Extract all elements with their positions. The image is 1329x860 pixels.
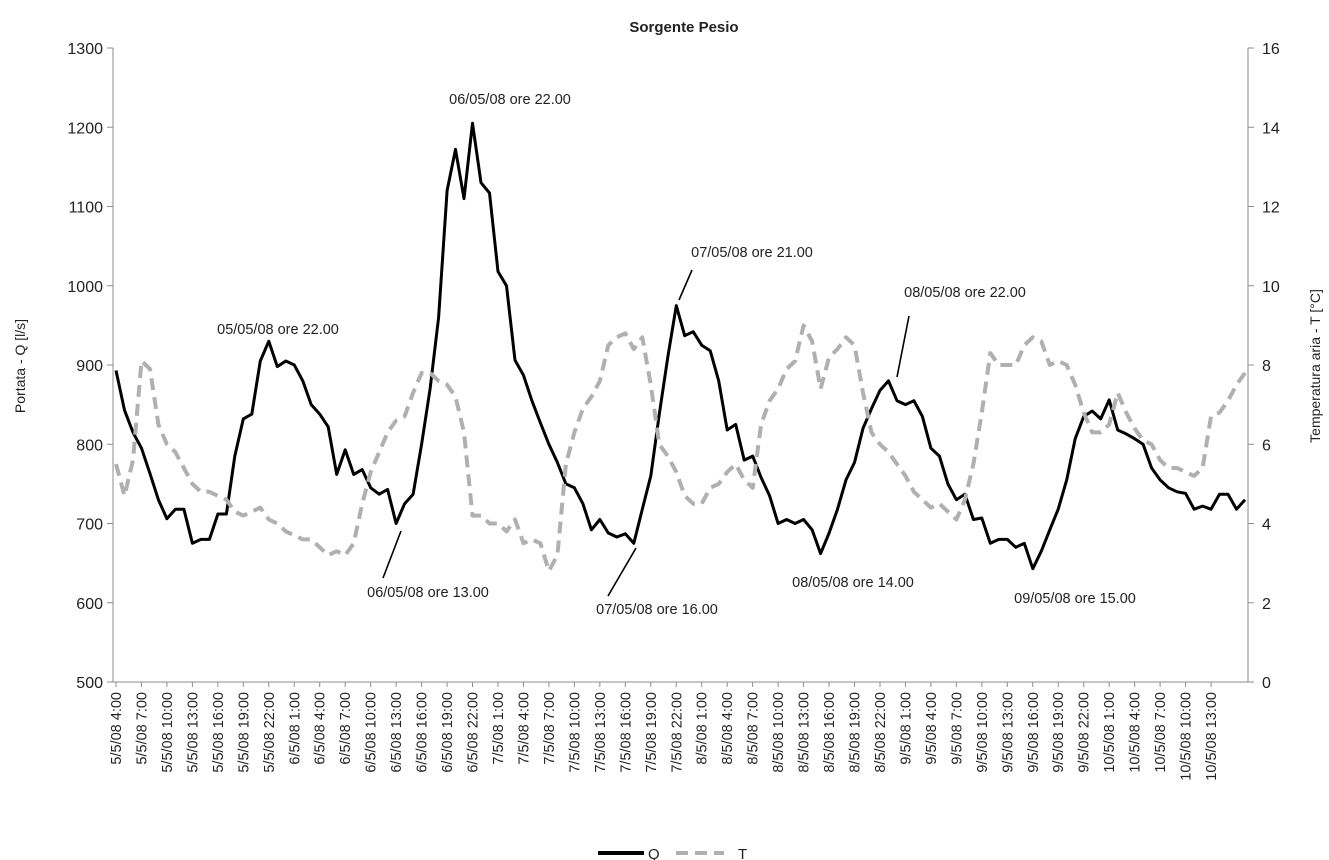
x-tick-label: 8/5/08 16:00 bbox=[822, 692, 838, 773]
series-line-q bbox=[114, 121, 1247, 571]
y2-axis-label: Temperatura aria - T [°C] bbox=[1307, 289, 1323, 443]
x-tick-label: 8/5/08 13:00 bbox=[797, 692, 813, 773]
y2-tick-label: 2 bbox=[1262, 596, 1271, 613]
x-tick-label: 7/5/08 19:00 bbox=[644, 692, 660, 773]
annotation-leader-line bbox=[896, 315, 910, 378]
y-tick-label: 1200 bbox=[67, 120, 103, 137]
x-tick-label: 9/5/08 4:00 bbox=[924, 692, 940, 765]
annotation-leader-line bbox=[382, 530, 402, 579]
x-tick-label: 5/5/08 19:00 bbox=[236, 692, 252, 773]
y2-tick-label: 4 bbox=[1262, 517, 1271, 534]
y-tick-label: 800 bbox=[76, 437, 103, 454]
chart-title: Sorgente Pesio bbox=[629, 19, 738, 36]
x-tick-label: 9/5/08 22:00 bbox=[1077, 692, 1093, 773]
x-tick-label: 10/5/08 1:00 bbox=[1102, 692, 1118, 773]
x-tick-label: 5/5/08 13:00 bbox=[185, 692, 201, 773]
y-tick-label: 700 bbox=[76, 517, 103, 534]
x-tick-label: 6/5/08 22:00 bbox=[466, 692, 482, 773]
annotation-leader-line bbox=[607, 547, 637, 597]
series-line-t bbox=[114, 323, 1247, 573]
x-tick-label: 5/5/08 22:00 bbox=[262, 692, 278, 773]
x-tick-label: 7/5/08 7:00 bbox=[542, 692, 558, 765]
annotation-label: 05/05/08 ore 22.00 bbox=[217, 322, 339, 338]
series-layer bbox=[114, 121, 1247, 573]
x-tick-label: 7/5/08 10:00 bbox=[567, 692, 583, 773]
x-tick-label: 8/5/08 4:00 bbox=[720, 692, 736, 765]
x-tick-label: 7/5/08 4:00 bbox=[516, 692, 532, 765]
x-tick-label: 5/5/08 7:00 bbox=[134, 692, 150, 765]
x-tick-label: 10/5/08 7:00 bbox=[1153, 692, 1169, 773]
x-tick-label: 9/5/08 1:00 bbox=[898, 692, 914, 765]
y2-tick-label: 12 bbox=[1262, 200, 1280, 217]
x-tick-label: 10/5/08 4:00 bbox=[1128, 692, 1144, 773]
x-tick-label: 6/5/08 13:00 bbox=[389, 692, 405, 773]
x-tick-label: 5/5/08 16:00 bbox=[211, 692, 227, 773]
y2-tick-label: 10 bbox=[1262, 279, 1280, 296]
x-tick-label: 6/5/08 4:00 bbox=[313, 692, 329, 765]
y2-tick-label: 6 bbox=[1262, 437, 1271, 454]
x-tick-label: 6/5/08 10:00 bbox=[364, 692, 380, 773]
x-tick-label: 10/5/08 10:00 bbox=[1179, 692, 1195, 781]
x-tick-label: 9/5/08 10:00 bbox=[975, 692, 991, 773]
x-tick-label: 7/5/08 13:00 bbox=[593, 692, 609, 773]
annotation-leader-line bbox=[678, 269, 693, 301]
annotations: 05/05/08 ore 22.00 06/05/08 ore 22.00 07/0… bbox=[217, 92, 1136, 618]
x-tick-label: 7/5/08 16:00 bbox=[618, 692, 634, 773]
x-tick-label: 8/5/08 7:00 bbox=[746, 692, 762, 765]
y2-tick-label: 16 bbox=[1262, 41, 1280, 58]
x-tick-label: 6/5/08 16:00 bbox=[415, 692, 431, 773]
y-tick-label: 600 bbox=[76, 596, 103, 613]
y2-tick-label: 0 bbox=[1262, 675, 1271, 692]
x-tick-label: 8/5/08 19:00 bbox=[848, 692, 864, 773]
x-tick-label: 9/5/08 7:00 bbox=[949, 692, 965, 765]
x-tick-label: 5/5/08 10:00 bbox=[160, 692, 176, 773]
x-tick-label: 9/5/08 19:00 bbox=[1051, 692, 1067, 773]
legend-label-t: T bbox=[738, 846, 747, 860]
x-tick-label: 7/5/08 22:00 bbox=[669, 692, 685, 773]
y-axis-label: Portata - Q [l/s] bbox=[12, 319, 28, 413]
y-tick-label: 1000 bbox=[67, 279, 103, 296]
axes: 500 600 700 800 900 1000 1100 1200 1300 0 2 4 6 8 10 12… bbox=[67, 41, 1279, 781]
annotation-label: 08/05/08 ore 14.00 bbox=[792, 575, 914, 591]
legend-label-q: Q bbox=[648, 846, 660, 860]
y-tick-label: 900 bbox=[76, 358, 103, 375]
x-tick-label: 6/5/08 19:00 bbox=[440, 692, 456, 773]
x-tick-label: 9/5/08 13:00 bbox=[1000, 692, 1016, 773]
x-tick-label: 6/5/08 7:00 bbox=[338, 692, 354, 765]
y-tick-label: 1300 bbox=[67, 41, 103, 58]
annotation-label: 07/05/08 ore 16.00 bbox=[596, 602, 718, 618]
y-tick-label: 500 bbox=[76, 675, 103, 692]
x-tick-label: 9/5/08 16:00 bbox=[1026, 692, 1042, 773]
x-tick-label: 5/5/08 4:00 bbox=[109, 692, 125, 765]
x-tick-label: 10/5/08 13:00 bbox=[1204, 692, 1220, 781]
y2-tick-label: 14 bbox=[1262, 120, 1280, 137]
x-tick-label: 8/5/08 1:00 bbox=[695, 692, 711, 765]
y-tick-label: 1100 bbox=[69, 200, 104, 217]
x-tick-label: 6/5/08 1:00 bbox=[287, 692, 303, 765]
annotation-label: 07/05/08 ore 21.00 bbox=[691, 245, 813, 261]
x-tick-label: 8/5/08 10:00 bbox=[771, 692, 787, 773]
y2-tick-label: 8 bbox=[1262, 358, 1271, 375]
annotation-label: 09/05/08 ore 15.00 bbox=[1014, 591, 1136, 607]
annotation-label: 08/05/08 ore 22.00 bbox=[904, 285, 1026, 301]
annotation-label: 06/05/08 ore 22.00 bbox=[449, 92, 571, 108]
annotation-label: 06/05/08 ore 13.00 bbox=[367, 585, 489, 601]
x-tick-label: 7/5/08 1:00 bbox=[491, 692, 507, 765]
x-tick-label: 8/5/08 22:00 bbox=[873, 692, 889, 773]
